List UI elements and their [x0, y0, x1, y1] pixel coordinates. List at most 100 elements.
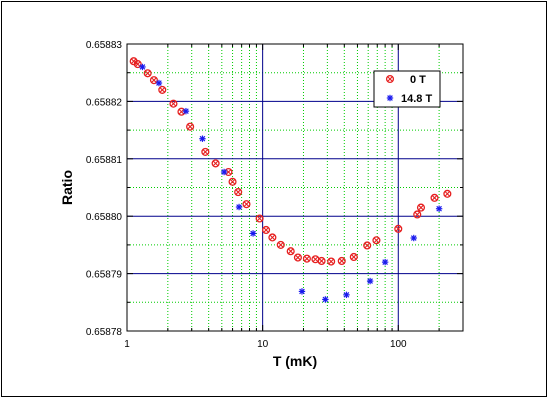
marker-cross: [212, 160, 219, 167]
marker-ring: [268, 233, 277, 242]
marker-ring: [363, 241, 372, 250]
marker-ring: [372, 236, 381, 245]
axis-ticks: 1 10 100 0.65878 0.65879 0.65880 0.65881 0.6588…: [86, 40, 464, 350]
marker-cross: [418, 204, 424, 211]
marker-stroke: [299, 288, 305, 295]
data-point-0t: [211, 159, 220, 168]
x-axis-label: T (mK): [273, 353, 317, 369]
marker-cross: [431, 195, 438, 201]
marker-ring: [158, 85, 167, 94]
marker-ring: [133, 60, 142, 69]
marker-ring: [143, 69, 152, 78]
marker-cross: [338, 258, 345, 264]
marker-stroke: [410, 235, 417, 241]
marker-cross: [287, 248, 294, 255]
data-point-0t: [228, 177, 237, 186]
marker-ring: [394, 224, 403, 233]
marker-cross: [328, 258, 334, 265]
data-point-0t: [302, 254, 311, 263]
marker-ring: [302, 254, 311, 263]
marker-ring: [211, 159, 220, 168]
data-point-0t: [293, 253, 302, 262]
marker-ring: [234, 188, 243, 197]
legend-marker: [386, 94, 394, 102]
marker-cross: [395, 226, 402, 232]
data-point-14-8t: [322, 296, 329, 303]
marker-ring: [262, 225, 271, 235]
x-tick-label: 1: [124, 339, 130, 350]
marker-stroke: [387, 95, 393, 101]
data-point-14-8t: [366, 277, 374, 285]
data-point-0t: [327, 257, 336, 266]
marker-ring: [337, 256, 346, 266]
marker-stroke: [156, 80, 162, 86]
data-points: [129, 57, 452, 303]
marker-stroke: [139, 64, 146, 70]
marker-cross: [229, 178, 236, 185]
data-point-0t: [262, 225, 271, 235]
data-point-0t: [276, 240, 285, 249]
data-point-0t: [286, 247, 295, 256]
data-point-14-8t: [298, 288, 306, 295]
marker-cross: [351, 254, 357, 260]
marker-stroke: [250, 230, 256, 237]
marker-stroke: [221, 169, 227, 175]
x-tick-label: 10: [257, 339, 269, 350]
data-point-0t: [234, 188, 243, 197]
marker-cross: [151, 77, 157, 83]
data-point-0t: [268, 233, 277, 242]
marker-cross: [364, 242, 370, 249]
marker-stroke: [236, 204, 242, 210]
marker-stroke: [183, 108, 189, 114]
marker-cross: [263, 227, 269, 233]
marker-ring: [242, 200, 251, 209]
marker-cross: [304, 255, 310, 262]
data-point-0t: [242, 200, 251, 209]
data-point-0t: [317, 256, 326, 266]
marker-ring: [443, 189, 452, 198]
legend-box: [373, 70, 441, 108]
data-point-0t: [149, 76, 158, 85]
marker-cross: [269, 234, 276, 241]
data-point-0t: [186, 122, 195, 131]
data-point-14-8t: [155, 79, 163, 87]
marker-cross: [312, 256, 319, 263]
data-point-0t: [394, 224, 403, 233]
marker-ring: [201, 147, 210, 156]
y-axis-label: Ratio: [59, 170, 75, 205]
marker-ring: [327, 257, 336, 266]
y-tick-label: 0.65881: [86, 155, 123, 166]
marker-ring: [276, 240, 285, 249]
data-point-14-8t: [249, 230, 257, 237]
y-tick-label: 0.65882: [86, 97, 123, 108]
legend-label-14-8t: 14.8 T: [401, 93, 432, 105]
data-point-0t: [413, 210, 422, 219]
marker-cross: [414, 211, 421, 218]
y-tick-label: 0.65880: [86, 212, 123, 223]
y-tick-label: 0.65878: [86, 327, 123, 338]
legend-marker-0t: [385, 74, 395, 84]
marker-ring: [186, 122, 195, 131]
marker-cross: [130, 58, 137, 65]
data-point-0t: [416, 203, 426, 212]
data-point-14-8t: [139, 63, 146, 71]
marker-stroke: [322, 296, 329, 303]
data-point-0t: [255, 214, 264, 223]
marker-ring: [169, 99, 178, 108]
data-point-14-8t: [435, 205, 443, 212]
marker-cross: [159, 87, 166, 93]
marker-cross: [134, 61, 141, 67]
data-point-0t: [363, 241, 372, 250]
data-point-14-8t: [410, 234, 417, 242]
marker-ring: [293, 253, 302, 262]
data-point-0t: [337, 256, 346, 266]
marker-cross: [225, 169, 232, 175]
legend: 0 T 14.8 T: [373, 70, 441, 108]
marker-cross: [256, 215, 263, 222]
marker-cross: [318, 258, 325, 264]
marker-cross: [178, 108, 185, 115]
data-point-0t: [201, 147, 210, 156]
marker-cross: [235, 189, 241, 195]
data-point-0t: [372, 236, 381, 245]
